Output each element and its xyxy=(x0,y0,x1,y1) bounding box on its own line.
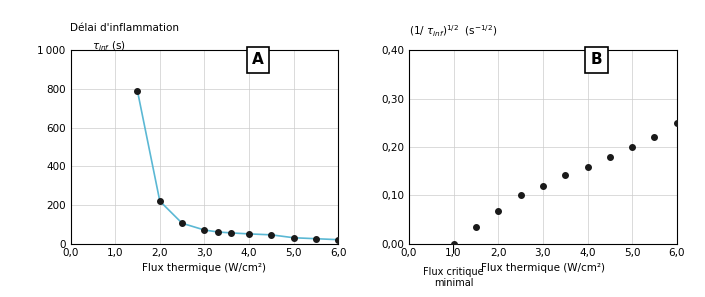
Point xyxy=(448,241,459,246)
X-axis label: Flux thermique (W/cm²): Flux thermique (W/cm²) xyxy=(481,263,605,273)
Point xyxy=(470,224,482,229)
Point xyxy=(537,183,548,188)
Point xyxy=(493,208,504,213)
Point xyxy=(132,89,143,93)
Point xyxy=(176,221,188,226)
Point xyxy=(243,232,255,236)
Point xyxy=(212,230,223,234)
Text: $\tau_{inf}$ (s): $\tau_{inf}$ (s) xyxy=(92,39,125,53)
Point xyxy=(266,233,277,237)
Text: Flux critique
minimal: Flux critique minimal xyxy=(423,267,484,288)
Point xyxy=(560,172,571,177)
Point xyxy=(199,228,210,232)
Text: (1/ $\tau_{inf}$)$^{1/2}$  (s$^{-1/2}$): (1/ $\tau_{inf}$)$^{1/2}$ (s$^{-1/2}$) xyxy=(409,23,497,39)
Point xyxy=(333,237,344,242)
Point xyxy=(627,145,638,149)
Point xyxy=(604,154,615,159)
Point xyxy=(310,236,321,241)
Point xyxy=(288,235,300,240)
Point xyxy=(226,230,237,235)
Point xyxy=(671,121,682,125)
Point xyxy=(649,135,660,140)
Text: A: A xyxy=(252,52,264,67)
X-axis label: Flux thermique (W/cm²): Flux thermique (W/cm²) xyxy=(142,263,266,273)
Text: B: B xyxy=(591,52,602,67)
Point xyxy=(154,199,166,203)
Text: Délai d'inflammation: Délai d'inflammation xyxy=(70,23,180,34)
Point xyxy=(582,165,593,170)
Point xyxy=(515,193,526,198)
